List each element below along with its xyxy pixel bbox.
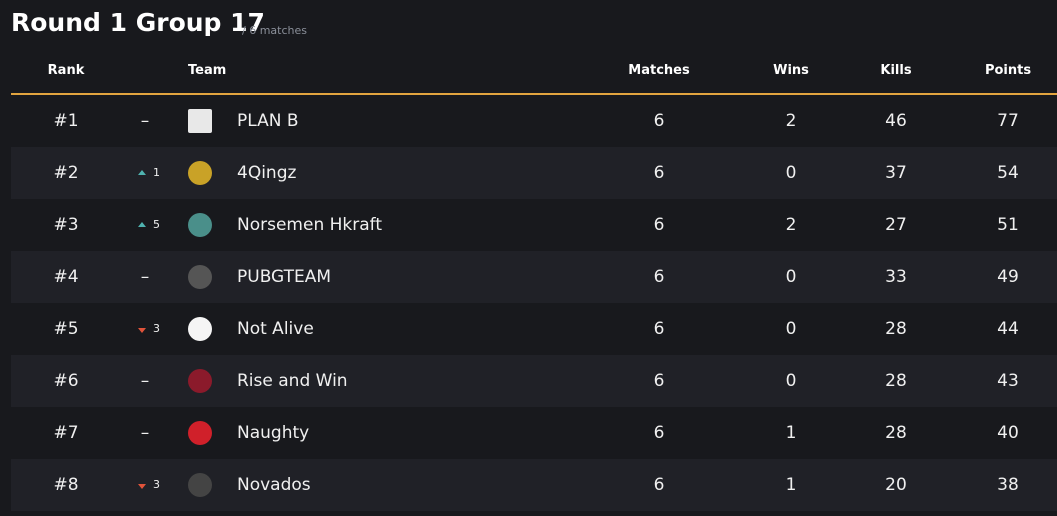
- points: 51: [997, 215, 1019, 235]
- points: 43: [997, 371, 1019, 391]
- team-name: 4Qingz: [237, 163, 297, 183]
- column-header[interactable]: Kills: [880, 63, 912, 78]
- team-logo: [188, 109, 212, 133]
- column-header[interactable]: Team: [188, 63, 227, 78]
- rank-change: 3: [153, 322, 160, 335]
- team-logo: [188, 421, 212, 445]
- rank: #5: [53, 319, 79, 339]
- arrow-up: [138, 170, 146, 175]
- matches: 6: [653, 475, 665, 495]
- rank-change: –: [140, 111, 150, 131]
- rank: #4: [53, 267, 79, 287]
- team-logo: [188, 369, 212, 393]
- wins: 2: [785, 111, 797, 131]
- points: 49: [997, 267, 1019, 287]
- wins: 2: [785, 215, 797, 235]
- points: 38: [997, 475, 1019, 495]
- arrow-down: [138, 484, 146, 489]
- kills: 20: [885, 475, 907, 495]
- rank-change: 5: [153, 218, 160, 231]
- table-row[interactable]: #6 – Rise and Win 6 0 28 43: [11, 355, 1057, 407]
- team-name: Novados: [237, 475, 311, 495]
- rank: #7: [53, 423, 79, 443]
- team-name: Naughty: [237, 423, 310, 443]
- team-name: PUBGTEAM: [237, 267, 332, 287]
- rank-change: –: [140, 267, 150, 287]
- wins: 1: [785, 475, 797, 495]
- team-logo: [188, 317, 212, 341]
- wins: 0: [785, 163, 797, 183]
- kills: 27: [885, 215, 907, 235]
- points: 77: [997, 111, 1019, 131]
- matches: 6: [653, 111, 665, 131]
- kills: 37: [885, 163, 907, 183]
- rank: #6: [53, 371, 79, 391]
- column-header[interactable]: Points: [984, 63, 1032, 78]
- wins: 0: [785, 319, 797, 339]
- team-name: Rise and Win: [237, 371, 348, 391]
- matches: 6: [653, 163, 665, 183]
- team-logo: [188, 161, 212, 185]
- points: 40: [997, 423, 1019, 443]
- wins: 0: [785, 267, 797, 287]
- team-name: Not Alive: [237, 319, 314, 339]
- wins: 1: [785, 423, 797, 443]
- rank: #2: [53, 163, 79, 183]
- arrow-up: [138, 222, 146, 227]
- column-header[interactable]: Rank: [47, 63, 85, 78]
- kills: 28: [885, 319, 907, 339]
- matches: 6: [653, 215, 665, 235]
- kills: 33: [885, 267, 907, 287]
- matches: 6: [653, 423, 665, 443]
- title: Round 1 Group 17: [11, 8, 265, 37]
- table-row[interactable]: #2 1 4Qingz 6 0 37 54: [11, 147, 1057, 199]
- matches: 6: [653, 267, 665, 287]
- table-row[interactable]: #7 – Naughty 6 1 28 40: [11, 407, 1057, 459]
- matches: 6: [653, 371, 665, 391]
- kills: 28: [885, 371, 907, 391]
- team-name: PLAN B: [237, 111, 299, 131]
- rank-change: –: [140, 371, 150, 391]
- team-logo: [188, 265, 212, 289]
- column-header[interactable]: Matches: [628, 63, 690, 78]
- wins: 0: [785, 371, 797, 391]
- matches: 6: [653, 319, 665, 339]
- header-rule: [11, 93, 1057, 95]
- rank-change: –: [140, 423, 150, 443]
- subtitle: / 6 matches: [242, 24, 307, 37]
- table-row[interactable]: #3 5 Norsemen Hkraft 6 2 27 51: [11, 199, 1057, 251]
- points: 44: [997, 319, 1019, 339]
- kills: 28: [885, 423, 907, 443]
- kills: 46: [885, 111, 907, 131]
- table-row[interactable]: #8 3 Novados 6 1 20 38: [11, 459, 1057, 511]
- arrow-down: [138, 328, 146, 333]
- table-row[interactable]: #4 – PUBGTEAM 6 0 33 49: [11, 251, 1057, 303]
- table-row[interactable]: #5 3 Not Alive 6 0 28 44: [11, 303, 1057, 355]
- rank: #3: [53, 215, 79, 235]
- rank-change: 3: [153, 478, 160, 491]
- table-row[interactable]: #1 – PLAN B 6 2 46 77: [11, 95, 1057, 147]
- rank-change: 1: [153, 166, 160, 179]
- points: 54: [997, 163, 1019, 183]
- column-header[interactable]: Wins: [773, 63, 809, 78]
- rank: #8: [53, 475, 79, 495]
- team-logo: [188, 213, 212, 237]
- team-logo: [188, 473, 212, 497]
- rank: #1: [53, 111, 79, 131]
- team-name: Norsemen Hkraft: [237, 215, 383, 235]
